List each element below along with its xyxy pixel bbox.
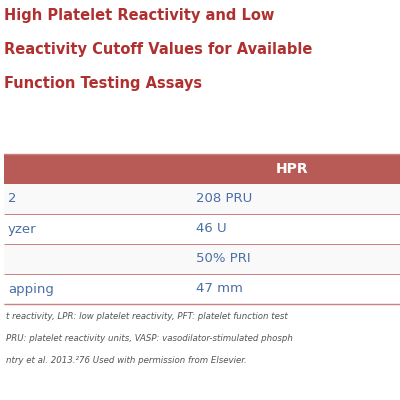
Text: 46 U: 46 U [196,222,227,236]
Text: PRU: platelet reactivity units, VASP: vasodilator-stimulated phosph: PRU: platelet reactivity units, VASP: va… [6,334,293,343]
Bar [4,244,400,274]
Bar [4,214,400,244]
Bar [4,184,400,214]
Text: 208 PRU: 208 PRU [196,192,252,206]
Text: 2: 2 [8,192,16,206]
Text: HPR: HPR [276,162,308,176]
Text: t reactivity, LPR: low platelet reactivity, PFT: platelet function test: t reactivity, LPR: low platelet reactivi… [6,312,288,321]
Text: Reactivity Cutoff Values for Available: Reactivity Cutoff Values for Available [4,42,312,57]
Bar [4,154,400,184]
Text: 50% PRI: 50% PRI [196,252,251,266]
Text: apping: apping [8,282,54,296]
Text: 47 mm: 47 mm [196,282,243,296]
Text: Function Testing Assays: Function Testing Assays [4,76,202,91]
Text: High Platelet Reactivity and Low: High Platelet Reactivity and Low [4,8,274,23]
Bar [4,274,400,304]
Text: yzer: yzer [8,222,37,236]
Text: ntry et al. 2013.²76 Used with permission from Elsevier.: ntry et al. 2013.²76 Used with permissio… [6,356,247,365]
